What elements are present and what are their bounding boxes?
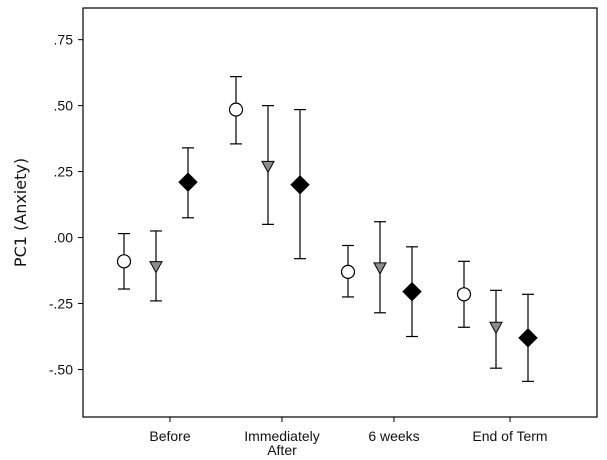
data-point-triangle — [373, 262, 387, 275]
y-tick-label: -.25 — [49, 296, 73, 312]
y-tick-label: -.50 — [49, 362, 73, 378]
y-tick-label: .00 — [54, 230, 74, 246]
data-point-triangle — [489, 321, 503, 335]
y-axis-title: PC1 (Anxiety) — [11, 158, 30, 267]
y-tick-label: .50 — [54, 98, 74, 114]
x-tick-label: 6 weeks — [368, 428, 419, 444]
x-tick-label: End of Term — [472, 428, 547, 444]
x-tick-label: Immediately — [244, 428, 319, 444]
x-tick-label: Before — [149, 428, 190, 444]
data-point-circle — [228, 102, 244, 117]
y-axis-ticks: .75 .50 .25 .00 -.25 -.50 — [49, 32, 83, 378]
data-point-triangle — [261, 160, 275, 174]
data-point-circle — [456, 287, 472, 302]
y-tick-label: .75 — [54, 32, 74, 48]
data-markers — [116, 102, 538, 348]
data-point-circle — [116, 254, 132, 269]
data-point-diamond — [178, 172, 198, 192]
y-tick-label: .25 — [54, 164, 74, 180]
plot-frame — [82, 7, 598, 418]
data-point-diamond — [402, 281, 422, 302]
data-point-diamond — [290, 175, 310, 195]
x-tick-label: After — [267, 442, 297, 458]
data-point-diamond — [518, 328, 538, 348]
data-point-circle — [340, 264, 356, 279]
data-point-triangle — [149, 261, 163, 274]
